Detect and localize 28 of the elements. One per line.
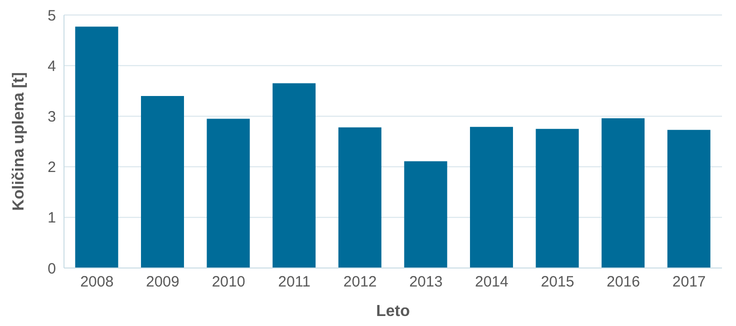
x-tick-label: 2013 xyxy=(409,274,443,291)
bar xyxy=(404,161,448,268)
x-axis-title: Leto xyxy=(376,303,410,320)
y-tick-label: 0 xyxy=(48,260,56,278)
x-tick-label: 2008 xyxy=(80,274,114,291)
x-tick-label: 2009 xyxy=(146,274,180,291)
y-tick-label: 5 xyxy=(48,7,56,24)
bar xyxy=(470,126,513,268)
y-tick-label: 3 xyxy=(48,108,56,126)
bar xyxy=(602,118,645,268)
x-tick-label: 2016 xyxy=(606,274,640,291)
y-tick-label: 2 xyxy=(48,159,56,176)
y-tick-label: 1 xyxy=(48,210,56,227)
x-tick-label: 2017 xyxy=(672,274,706,291)
y-axis-title: Količina uplena [t] xyxy=(10,72,28,211)
bar xyxy=(667,130,710,268)
y-tick-label: 4 xyxy=(48,58,56,75)
x-tick-label: 2014 xyxy=(475,274,508,291)
bar xyxy=(140,96,184,268)
x-tick-label: 2010 xyxy=(212,274,246,291)
bar xyxy=(338,127,382,268)
bar xyxy=(206,118,250,268)
x-tick-label: 2015 xyxy=(540,274,574,291)
bar xyxy=(75,26,118,268)
bar xyxy=(272,83,316,268)
x-tick-label: 2011 xyxy=(278,274,310,291)
bar xyxy=(536,128,579,268)
x-tick-label: 2012 xyxy=(343,274,377,291)
